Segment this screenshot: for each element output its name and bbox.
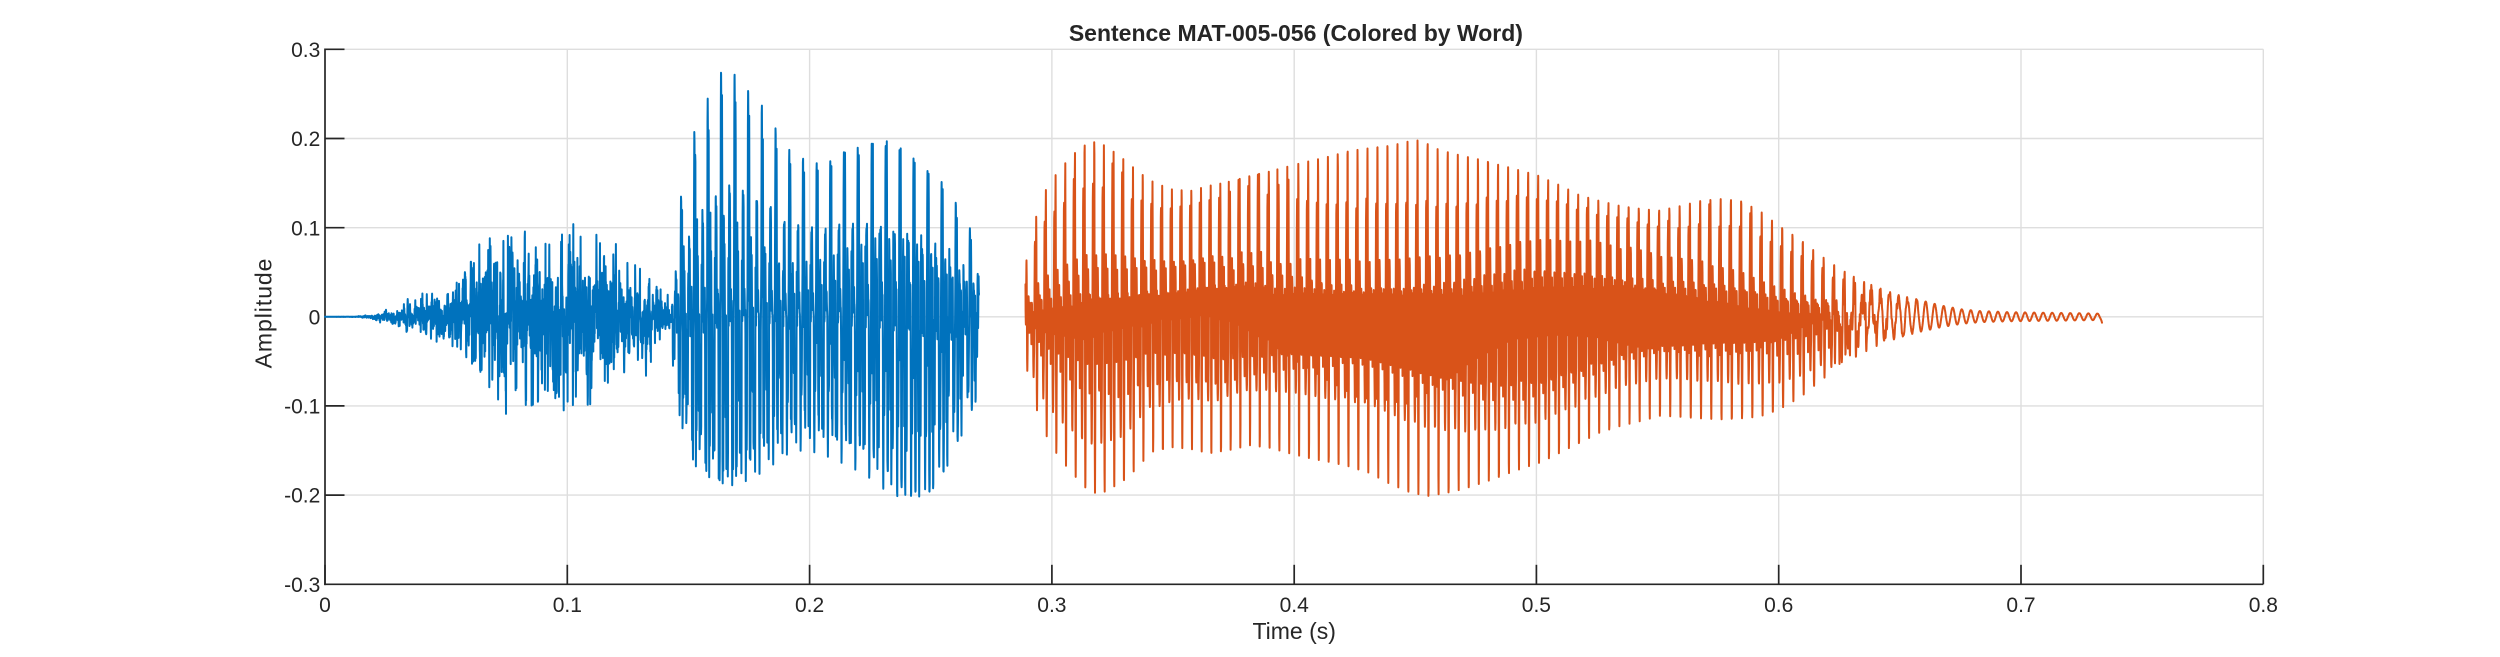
svg-text:-0.2: -0.2 — [284, 485, 320, 508]
svg-text:0.8: 0.8 — [2249, 594, 2278, 617]
svg-text:0: 0 — [319, 594, 331, 617]
svg-text:Time (s): Time (s) — [1252, 618, 1335, 644]
svg-text:0.1: 0.1 — [291, 217, 320, 240]
svg-text:0.7: 0.7 — [2006, 594, 2035, 617]
svg-text:0.4: 0.4 — [1280, 594, 1310, 617]
svg-text:0.3: 0.3 — [1037, 594, 1066, 617]
svg-text:0: 0 — [309, 306, 321, 329]
svg-text:-0.3: -0.3 — [284, 574, 320, 597]
svg-text:0.3: 0.3 — [291, 39, 320, 62]
svg-text:0.6: 0.6 — [1764, 594, 1793, 617]
svg-text:0.2: 0.2 — [291, 128, 320, 151]
svg-text:0.2: 0.2 — [795, 594, 824, 617]
svg-text:-0.1: -0.1 — [284, 396, 320, 419]
svg-text:Sentence MAT-005-056 (Colored: Sentence MAT-005-056 (Colored by Word) — [1069, 20, 1523, 46]
svg-text:Amplitude: Amplitude — [250, 258, 276, 369]
svg-text:0.5: 0.5 — [1522, 594, 1551, 617]
svg-text:0.1: 0.1 — [553, 594, 582, 617]
